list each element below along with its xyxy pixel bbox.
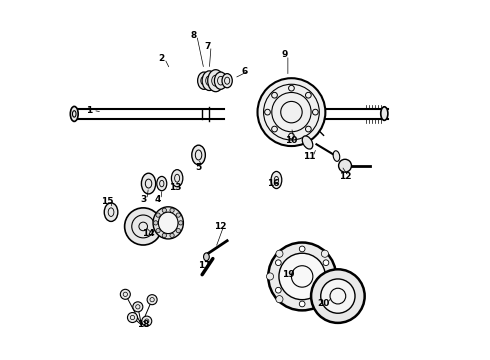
Text: 12: 12: [339, 172, 351, 181]
Ellipse shape: [192, 145, 205, 165]
Ellipse shape: [197, 72, 210, 89]
Ellipse shape: [158, 212, 178, 234]
Circle shape: [299, 246, 305, 252]
Circle shape: [323, 287, 329, 293]
Circle shape: [156, 213, 160, 217]
Ellipse shape: [142, 173, 156, 194]
Circle shape: [121, 289, 130, 299]
Circle shape: [276, 250, 283, 257]
Text: 9: 9: [281, 50, 288, 59]
Ellipse shape: [172, 170, 183, 187]
Circle shape: [176, 229, 180, 233]
Text: 12: 12: [214, 222, 226, 231]
Circle shape: [162, 208, 167, 212]
Text: 14: 14: [142, 229, 155, 238]
Ellipse shape: [222, 73, 232, 88]
Circle shape: [321, 250, 328, 257]
Circle shape: [321, 296, 328, 303]
Text: 5: 5: [196, 163, 202, 172]
Circle shape: [331, 273, 338, 280]
Ellipse shape: [104, 203, 118, 221]
Text: 20: 20: [318, 299, 330, 308]
Text: 15: 15: [101, 197, 114, 206]
Text: 8: 8: [190, 31, 196, 40]
Ellipse shape: [71, 107, 78, 121]
Text: 7: 7: [204, 41, 211, 50]
Circle shape: [311, 269, 365, 323]
Ellipse shape: [271, 171, 282, 189]
Ellipse shape: [202, 71, 217, 90]
Circle shape: [142, 316, 152, 326]
Circle shape: [275, 260, 281, 266]
Ellipse shape: [333, 151, 340, 161]
Circle shape: [127, 312, 138, 323]
Text: 1: 1: [86, 106, 93, 115]
Circle shape: [276, 296, 283, 303]
Ellipse shape: [302, 136, 313, 149]
Text: 11: 11: [303, 152, 316, 161]
Circle shape: [275, 287, 281, 293]
Circle shape: [323, 260, 329, 266]
Text: 17: 17: [197, 261, 210, 270]
Circle shape: [162, 233, 167, 238]
Ellipse shape: [203, 253, 209, 261]
Ellipse shape: [215, 72, 227, 89]
Ellipse shape: [381, 107, 388, 120]
Text: 2: 2: [158, 54, 164, 63]
Circle shape: [170, 233, 174, 238]
Ellipse shape: [157, 176, 167, 191]
Text: 3: 3: [140, 195, 147, 204]
Circle shape: [156, 229, 160, 233]
Text: 18: 18: [137, 320, 149, 329]
Circle shape: [279, 253, 325, 300]
Ellipse shape: [153, 207, 183, 239]
Text: 16: 16: [268, 179, 280, 188]
Circle shape: [268, 243, 336, 310]
Circle shape: [153, 221, 158, 225]
Circle shape: [176, 213, 180, 217]
Text: 10: 10: [285, 136, 297, 145]
Circle shape: [258, 78, 325, 146]
Circle shape: [267, 273, 273, 280]
Circle shape: [170, 208, 174, 212]
Circle shape: [178, 221, 183, 225]
Text: 13: 13: [169, 183, 182, 192]
Text: 19: 19: [282, 270, 294, 279]
Circle shape: [339, 159, 351, 172]
Text: 4: 4: [154, 195, 161, 204]
Circle shape: [299, 301, 305, 307]
Circle shape: [124, 208, 162, 245]
Circle shape: [133, 302, 143, 312]
Ellipse shape: [208, 70, 224, 92]
Circle shape: [321, 279, 355, 313]
Text: 6: 6: [242, 67, 248, 76]
Circle shape: [147, 295, 157, 305]
